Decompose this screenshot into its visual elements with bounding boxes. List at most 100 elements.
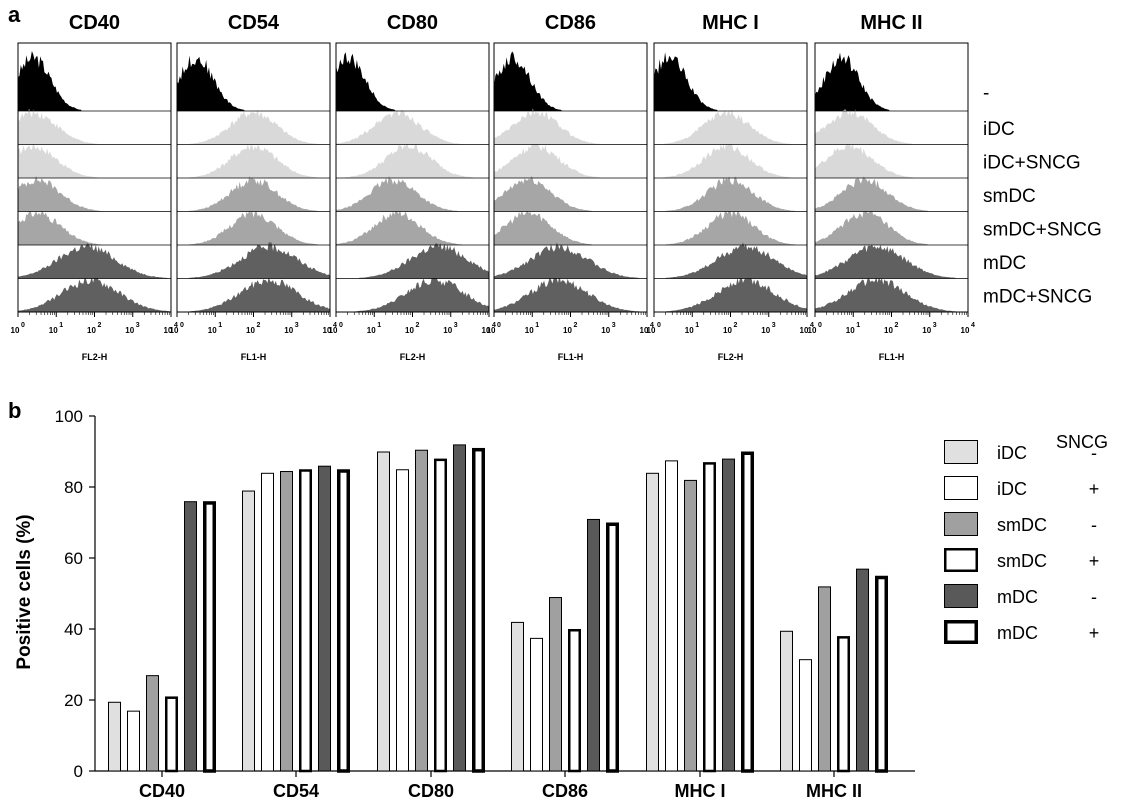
histogram — [18, 51, 171, 111]
x-tick-label: 10 — [284, 326, 293, 335]
channel-label: FL1-H — [879, 352, 905, 362]
x-tick-label: 10 — [164, 326, 173, 335]
x-tick-label: 10 — [125, 326, 134, 335]
histogram — [336, 242, 489, 279]
histogram — [336, 142, 489, 178]
histogram — [336, 109, 489, 145]
bar — [549, 597, 562, 772]
channel-label: FL2-H — [400, 352, 426, 362]
histogram — [815, 209, 968, 245]
x-tick-exponent: 3 — [772, 322, 776, 329]
bar — [568, 629, 581, 773]
y-tick-label: 20 — [64, 691, 83, 710]
bar — [415, 449, 428, 772]
x-tick-exponent: 4 — [492, 322, 496, 329]
bar — [146, 675, 159, 772]
histogram — [654, 176, 807, 212]
legend-title: SNCG — [1056, 432, 1108, 452]
x-tick-label: CD54 — [273, 781, 319, 801]
x-tick-exponent: 2 — [98, 322, 102, 329]
histogram — [494, 175, 647, 212]
histogram — [177, 209, 330, 245]
histogram — [18, 175, 171, 212]
legend-swatch — [944, 512, 978, 536]
marker-title: CD54 — [228, 12, 280, 34]
x-tick-exponent: 4 — [971, 322, 975, 329]
histogram — [18, 243, 171, 279]
x-tick-label: 10 — [761, 326, 770, 335]
histogram — [18, 108, 171, 145]
bar — [165, 696, 178, 773]
histogram — [177, 55, 330, 111]
x-tick-label: 10 — [170, 326, 179, 335]
bar — [646, 472, 659, 772]
bar — [780, 630, 793, 772]
x-tick-exponent: 2 — [574, 322, 578, 329]
bar — [703, 462, 716, 773]
x-tick-label: 10 — [87, 326, 96, 335]
x-tick-exponent: 3 — [454, 322, 458, 329]
bar — [203, 501, 216, 773]
bar — [472, 447, 485, 773]
histogram — [815, 176, 968, 212]
bar — [875, 575, 888, 773]
histogram — [18, 276, 171, 312]
bar — [337, 469, 350, 773]
legend-swatch — [944, 476, 978, 500]
x-tick-label: 10 — [367, 326, 376, 335]
x-tick-exponent: 3 — [612, 322, 616, 329]
x-tick-exponent: 2 — [895, 322, 899, 329]
x-tick-label: CD40 — [139, 781, 185, 801]
bar — [799, 659, 812, 772]
legend-label: iDC — [997, 479, 1027, 499]
x-tick-exponent: 0 — [21, 322, 25, 329]
x-tick-label: 10 — [208, 326, 217, 335]
x-tick-label: 10 — [323, 326, 332, 335]
bar — [530, 637, 543, 772]
x-tick-exponent: 1 — [218, 322, 222, 329]
x-tick-exponent: 4 — [810, 322, 814, 329]
histogram — [177, 175, 330, 212]
histogram — [177, 144, 330, 178]
panel-b-label: b — [8, 398, 21, 423]
x-tick-exponent: 2 — [734, 322, 738, 329]
x-tick-exponent: 2 — [416, 322, 420, 329]
bar — [299, 469, 312, 773]
marker-title: CD80 — [387, 12, 438, 34]
marker-title: CD86 — [545, 12, 596, 34]
bar — [684, 479, 697, 772]
row-label: iDC+SNCG — [983, 152, 1081, 173]
legend-label: smDC — [997, 551, 1047, 571]
bar — [453, 444, 466, 772]
histogram — [177, 109, 330, 145]
channel-label: FL1-H — [558, 352, 584, 362]
histogram — [336, 175, 489, 212]
histogram — [177, 277, 330, 312]
row-label: smDC — [983, 186, 1036, 207]
bar — [665, 460, 678, 772]
channel-label: FL2-H — [718, 352, 744, 362]
bar — [242, 490, 255, 772]
histogram — [815, 276, 968, 312]
histogram — [654, 109, 807, 145]
x-tick-exponent: 0 — [497, 322, 501, 329]
histogram — [654, 276, 807, 312]
x-tick-exponent: 1 — [535, 322, 539, 329]
x-tick-label: 10 — [922, 326, 931, 335]
x-tick-exponent: 0 — [180, 322, 184, 329]
x-tick-exponent: 1 — [695, 322, 699, 329]
histogram — [494, 51, 647, 111]
bar — [280, 471, 293, 772]
legend-swatch — [944, 620, 978, 644]
x-tick-exponent: 4 — [333, 322, 337, 329]
x-tick-label: 10 — [246, 326, 255, 335]
x-tick-label: 10 — [601, 326, 610, 335]
histogram — [815, 52, 968, 111]
x-tick-exponent: 3 — [933, 322, 937, 329]
bar — [396, 469, 409, 772]
x-tick-label: MHC II — [806, 781, 862, 801]
x-tick-exponent: 4 — [650, 322, 654, 329]
legend-sncg-sign: + — [1089, 479, 1100, 499]
